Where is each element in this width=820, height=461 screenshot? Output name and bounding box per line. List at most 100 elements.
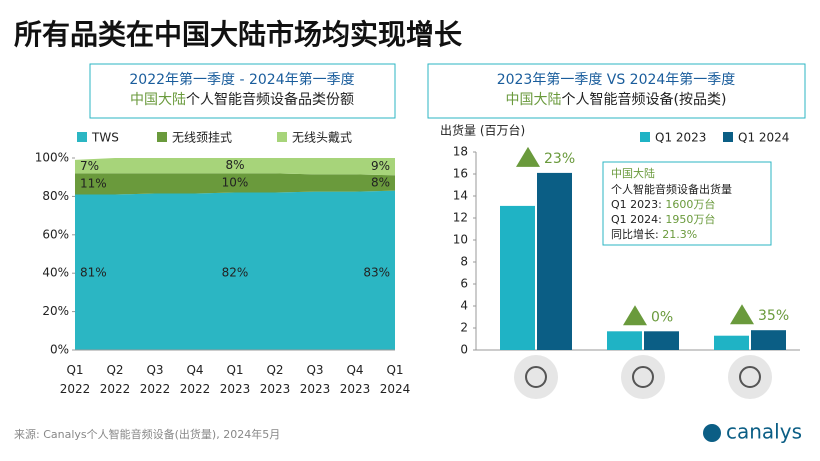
logo: canalys xyxy=(726,420,802,444)
y-tick-label: 0 xyxy=(460,343,468,357)
y-tick-label: 10 xyxy=(453,233,468,247)
chart-title: 2023年第一季度 VS 2024年第一季度 xyxy=(497,71,736,88)
y-tick-label: 12 xyxy=(453,211,468,225)
info-row-label: Q1 2024: xyxy=(611,213,665,226)
data-label: 82% xyxy=(222,266,249,280)
x-tick-label: Q2 2022 xyxy=(100,363,131,396)
data-label: 81% xyxy=(80,266,107,280)
chart-subtitle: 中国大陆个人智能音频设备(按品类) xyxy=(506,91,727,108)
info-box xyxy=(602,161,772,246)
logo-icon xyxy=(703,424,721,442)
y-tick-label: 2 xyxy=(460,321,468,335)
info-row: Q1 2023: 1600万台 xyxy=(611,197,715,211)
data-label: 8% xyxy=(371,175,390,189)
category-icon-inner xyxy=(632,366,654,388)
bar xyxy=(714,335,749,350)
info-title: 中国大陆 xyxy=(611,166,655,180)
data-label: 83% xyxy=(363,266,390,280)
right-header-box xyxy=(427,63,806,119)
x-tick-label: Q1 2023 xyxy=(220,363,251,396)
x-tick-label-line: Q3 xyxy=(146,363,163,377)
subtitle-part: 中国大陆 xyxy=(130,92,186,108)
area xyxy=(75,173,395,195)
y-tick-label: 18 xyxy=(453,145,468,159)
info-row: 同比增长: 21.3% xyxy=(611,227,697,241)
x-tick-label: Q1 2022 xyxy=(60,363,91,396)
legend-swatch xyxy=(77,132,87,142)
y-tick-label: 80% xyxy=(42,189,69,203)
x-tick-label-line: Q2 xyxy=(106,363,123,377)
x-tick-label-line: 2023 xyxy=(300,382,331,396)
x-tick-label-line: 2024 xyxy=(380,382,411,396)
subtitle-part: 中国大陆 xyxy=(506,92,562,108)
data-label: 10% xyxy=(222,175,249,189)
info-row: Q1 2024: 1950万台 xyxy=(611,212,715,226)
y-tick-label: 8 xyxy=(460,255,468,269)
growth-label: 0% xyxy=(651,309,673,325)
x-tick-label-line: Q1 xyxy=(226,363,243,377)
category-icon-inner xyxy=(525,366,547,388)
legend-swatch xyxy=(723,132,733,142)
x-tick-label-line: Q4 xyxy=(346,363,363,377)
bar xyxy=(751,330,786,350)
category-icon xyxy=(728,355,772,399)
growth-label: 23% xyxy=(544,151,575,167)
y-tick-label: 20% xyxy=(42,304,69,318)
data-label: 9% xyxy=(371,159,390,173)
x-tick-label-line: Q3 xyxy=(306,363,323,377)
category-icon xyxy=(514,355,558,399)
x-tick-label: Q3 2023 xyxy=(300,363,331,396)
legend-swatch xyxy=(640,132,650,142)
x-tick-label-line: 2023 xyxy=(220,382,251,396)
y-tick-label: 14 xyxy=(453,189,468,203)
category-icon-inner xyxy=(739,366,761,388)
area xyxy=(75,190,395,350)
x-tick-label: Q1 2024 xyxy=(380,363,411,396)
info-row-value: 21.3% xyxy=(662,228,697,241)
growth-arrow xyxy=(623,305,647,326)
source: 来源: Canalys个人智能音频设备(出货量), 2024年5月 xyxy=(14,427,280,441)
chart-subtitle: 中国大陆个人智能音频设备品类份额 xyxy=(130,91,354,108)
x-tick-label-line: Q1 xyxy=(386,363,403,377)
x-tick-label-line: 2023 xyxy=(260,382,291,396)
category-icon xyxy=(621,355,665,399)
left-header-box xyxy=(89,63,396,119)
x-tick-label-line: 2022 xyxy=(100,382,131,396)
y-tick-label: 4 xyxy=(460,299,468,313)
bar xyxy=(537,172,572,350)
y-axis-label: 出货量 (百万台) xyxy=(440,123,525,138)
data-label: 8% xyxy=(225,158,244,172)
legend-swatch xyxy=(277,132,287,142)
x-tick-label: Q4 2023 xyxy=(340,363,371,396)
x-tick-label-line: 2022 xyxy=(140,382,171,396)
legend-label: TWS xyxy=(91,131,119,145)
y-tick-label: 40% xyxy=(42,266,69,280)
data-label: 7% xyxy=(80,159,99,173)
page-title: 所有品类在中国大陆市场均实现增长 xyxy=(14,18,462,51)
area xyxy=(75,158,395,176)
info-row-value: 1600万台 xyxy=(665,197,715,211)
x-tick-label-line: Q2 xyxy=(266,363,283,377)
bar xyxy=(607,331,642,350)
x-tick-label-line: Q1 xyxy=(66,363,83,377)
y-tick-label: 60% xyxy=(42,227,69,241)
y-tick-label: 16 xyxy=(453,167,468,181)
x-tick-label-line: 2022 xyxy=(180,382,211,396)
info-row-label: 同比增长: xyxy=(611,227,662,241)
legend-label: Q1 2024 xyxy=(738,131,789,145)
subtitle-part: 个人智能音频设备(按品类) xyxy=(562,91,727,108)
x-tick-label: Q3 2022 xyxy=(140,363,171,396)
info-row-label: Q1 2023: xyxy=(611,198,665,211)
x-tick-label-line: 2022 xyxy=(60,382,91,396)
legend-swatch xyxy=(157,132,167,142)
y-tick-label: 100% xyxy=(35,151,69,165)
legend-label: 无线颈挂式 xyxy=(172,131,232,145)
bar xyxy=(500,205,535,350)
data-label: 11% xyxy=(80,176,107,190)
legend-label: Q1 2023 xyxy=(655,131,706,145)
x-tick-label-line: 2023 xyxy=(340,382,371,396)
info-row-value: 1950万台 xyxy=(665,212,715,226)
growth-label: 35% xyxy=(758,308,789,324)
y-tick-label: 6 xyxy=(460,277,468,291)
